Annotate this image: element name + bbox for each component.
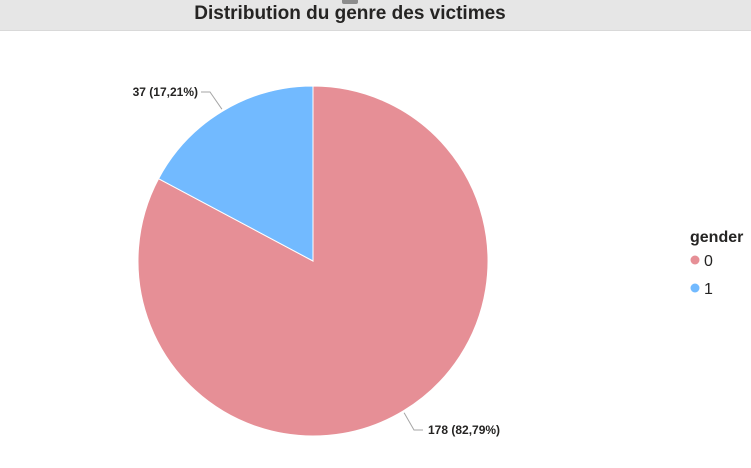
pie-slice-1[interactable]	[157, 85, 314, 262]
leader-line-1	[201, 91, 223, 110]
legend: gender 0 1	[690, 229, 743, 298]
legend-item-1[interactable]: 1	[704, 281, 713, 298]
legend-title: gender	[690, 229, 743, 246]
title-bar: Distribution du genre des victimes	[0, 0, 751, 31]
legend-marker-0	[690, 255, 700, 265]
leader-line-0	[403, 412, 423, 431]
legend-marker-1	[690, 283, 700, 293]
data-label-1: 37 (17,21%)	[133, 85, 198, 99]
data-labels: 178 (82,79%) 37 (17,21%)	[133, 85, 500, 437]
chart-title: Distribution du genre des victimes	[194, 3, 506, 24]
pie-slices	[137, 85, 489, 437]
drag-handle-icon[interactable]	[342, 0, 358, 4]
data-label-0: 178 (82,79%)	[428, 423, 500, 437]
legend-item-0[interactable]: 0	[704, 253, 713, 270]
